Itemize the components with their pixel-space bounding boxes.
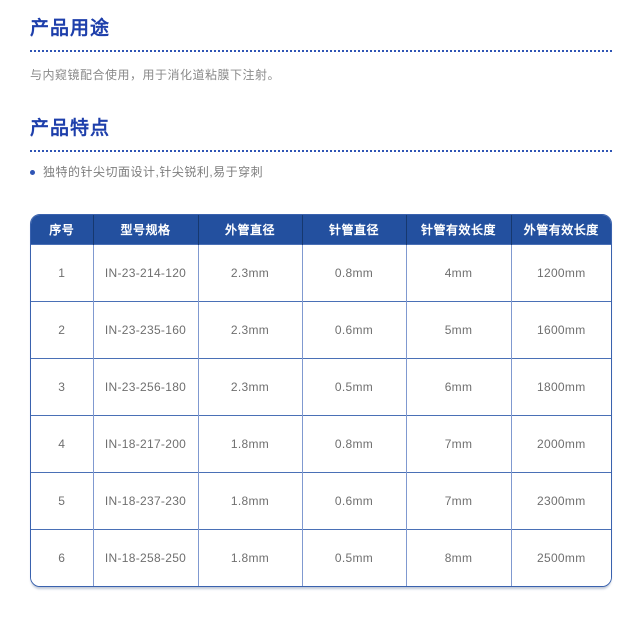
- table-header-cell: 序号: [31, 215, 93, 244]
- table-cell: 0.5mm: [301, 357, 406, 415]
- table-header-cell: 型号规格: [92, 215, 198, 244]
- table-cell: 4mm: [405, 243, 511, 301]
- table-cell: IN-18-237-230: [92, 471, 198, 529]
- section-product-usage: 产品用途 与内窥镜配合使用，用于消化道粘膜下注射。: [30, 15, 612, 84]
- table-header-cell: 针管有效长度: [405, 215, 511, 244]
- table-cell: IN-18-258-250: [92, 528, 198, 586]
- table-cell: 2300mm: [510, 471, 611, 529]
- table-cell: 7mm: [405, 471, 511, 529]
- feature-list-item: 独特的针尖切面设计,针尖锐利,易于穿刺: [30, 164, 612, 180]
- table-cell: 4: [31, 414, 93, 472]
- table-cell: 2: [31, 300, 93, 358]
- dotted-divider: [30, 50, 612, 52]
- dotted-divider: [30, 150, 612, 152]
- spec-table: 序号 型号规格 外管直径 针管直径 针管有效长度 外管有效长度 1 IN-23-214-12…: [31, 215, 611, 586]
- table-cell: 5mm: [405, 300, 511, 358]
- table-cell: 1800mm: [510, 357, 611, 415]
- table-cell: 1.8mm: [197, 471, 302, 529]
- section-product-features: 产品特点 独特的针尖切面设计,针尖锐利,易于穿刺: [30, 115, 612, 180]
- table-cell: 6mm: [405, 357, 511, 415]
- spec-table-body: 1 IN-23-214-120 2.3mm 0.8mm 4mm 1200mm 2 IN-23-…: [31, 243, 611, 586]
- table-cell: IN-18-217-200: [92, 414, 198, 472]
- table-row: 1 IN-23-214-120 2.3mm 0.8mm 4mm 1200mm: [31, 243, 611, 301]
- table-row: 6 IN-18-258-250 1.8mm 0.5mm 8mm 2500mm: [31, 528, 611, 586]
- table-cell: 1.8mm: [197, 414, 302, 472]
- table-cell: 2.3mm: [197, 300, 302, 358]
- table-row: 4 IN-18-217-200 1.8mm 0.8mm 7mm 2000mm: [31, 414, 611, 472]
- table-cell: 0.6mm: [301, 471, 406, 529]
- table-header-cell: 外管直径: [197, 215, 302, 244]
- table-cell: 7mm: [405, 414, 511, 472]
- table-cell: 0.6mm: [301, 300, 406, 358]
- section-title-product-usage: 产品用途: [30, 18, 111, 39]
- table-row: 3 IN-23-256-180 2.3mm 0.5mm 6mm 1800mm: [31, 357, 611, 415]
- table-cell: 2.3mm: [197, 357, 302, 415]
- table-cell: IN-23-235-160: [92, 300, 198, 358]
- table-cell: 2000mm: [510, 414, 611, 472]
- table-cell: 0.8mm: [301, 414, 406, 472]
- table-cell: IN-23-256-180: [92, 357, 198, 415]
- table-cell: 1200mm: [510, 243, 611, 301]
- table-header-row: 序号 型号规格 外管直径 针管直径 针管有效长度 外管有效长度: [31, 215, 611, 244]
- table-cell: 8mm: [405, 528, 511, 586]
- table-cell: 1.8mm: [197, 528, 302, 586]
- table-header-cell: 外管有效长度: [510, 215, 611, 244]
- table-header-cell: 针管直径: [301, 215, 406, 244]
- table-cell: 6: [31, 528, 93, 586]
- bullet-dot-icon: [30, 169, 35, 175]
- table-cell: 2.3mm: [197, 243, 302, 301]
- table-cell: IN-23-214-120: [92, 243, 198, 301]
- feature-text: 独特的针尖切面设计,针尖锐利,易于穿刺: [43, 165, 264, 179]
- table-row: 5 IN-18-237-230 1.8mm 0.6mm 7mm 2300mm: [31, 471, 611, 529]
- section-title-product-features: 产品特点: [30, 118, 111, 139]
- table-cell: 0.8mm: [301, 243, 406, 301]
- table-cell: 5: [31, 471, 93, 529]
- spec-table-container: 序号 型号规格 外管直径 针管直径 针管有效长度 外管有效长度 1 IN-23-214-12…: [30, 214, 612, 587]
- table-cell: 2500mm: [510, 528, 611, 586]
- usage-description-text: 与内窥镜配合使用，用于消化道粘膜下注射。: [30, 68, 281, 82]
- table-cell: 3: [31, 357, 93, 415]
- table-cell: 0.5mm: [301, 528, 406, 586]
- product-spec-page: 产品用途 与内窥镜配合使用，用于消化道粘膜下注射。 产品特点 独特的针尖切面设计…: [30, 15, 612, 587]
- table-cell: 1: [31, 243, 93, 301]
- table-row: 2 IN-23-235-160 2.3mm 0.6mm 5mm 1600mm: [31, 300, 611, 358]
- table-cell: 1600mm: [510, 300, 611, 358]
